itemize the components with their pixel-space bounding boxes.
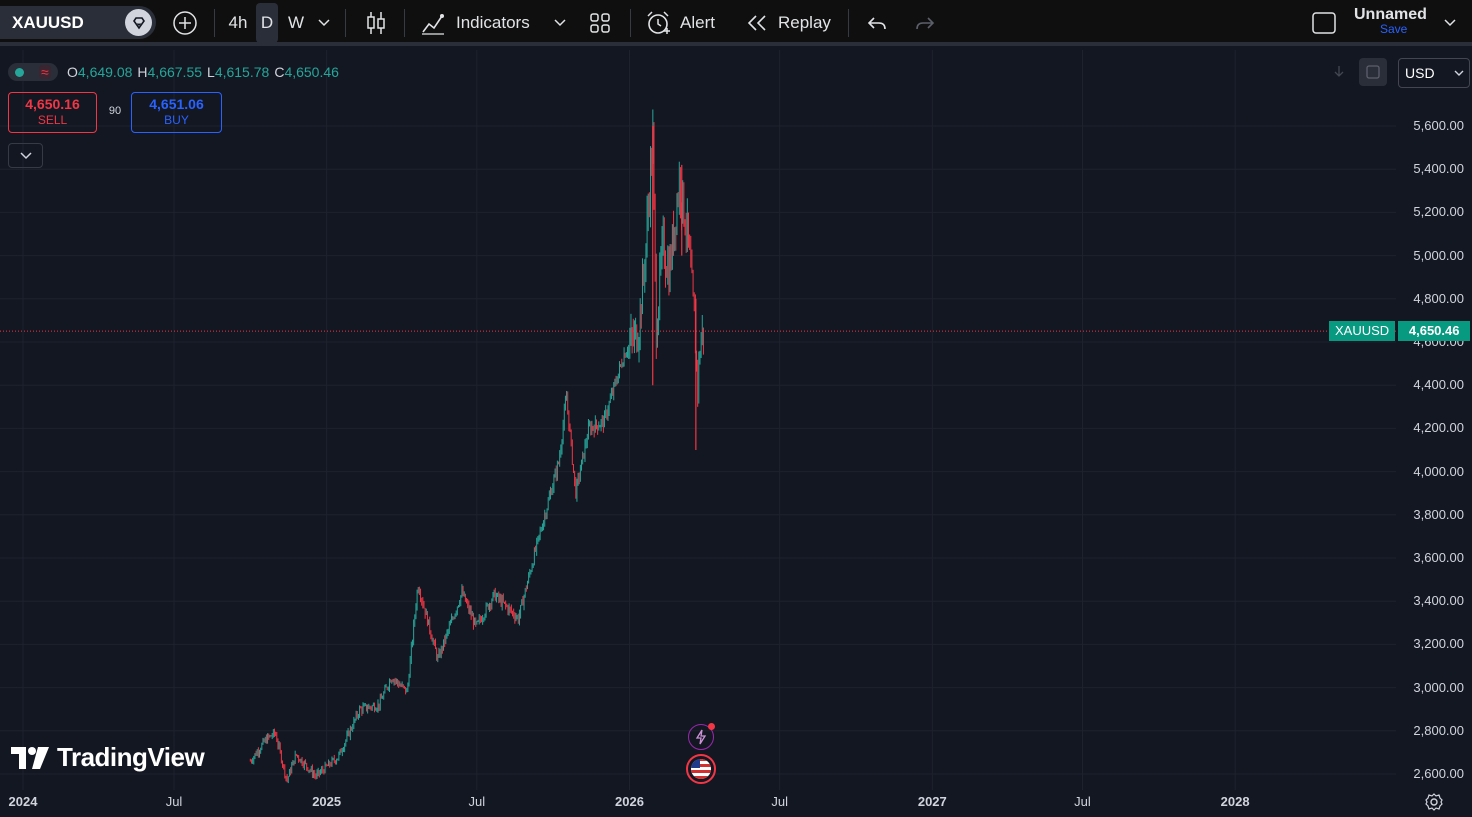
x-tick-label: Jul bbox=[1074, 794, 1091, 809]
y-tick-label: 3,600.00 bbox=[1413, 550, 1464, 565]
y-tick-label: 5,000.00 bbox=[1413, 247, 1464, 263]
separator bbox=[404, 9, 405, 37]
buy-button[interactable]: 4,651.06 BUY bbox=[131, 92, 222, 133]
chart-grid bbox=[0, 50, 1396, 790]
indicators-button[interactable]: Indicators bbox=[420, 0, 538, 46]
chevron-down-icon[interactable] bbox=[1440, 0, 1460, 46]
x-tick-label: 2028 bbox=[1220, 794, 1250, 809]
price-axis[interactable]: 5,600.00 5,400.00 5,200.00 5,000.00 4,800.00… bbox=[1396, 50, 1472, 790]
download-arrow-icon[interactable] bbox=[1326, 58, 1352, 86]
y-tick-label: 5,400.00 bbox=[1413, 161, 1464, 177]
collapse-legend-button[interactable] bbox=[8, 143, 43, 168]
layout-grid-icon[interactable] bbox=[585, 0, 615, 46]
buy-label: BUY bbox=[164, 113, 189, 127]
separator bbox=[630, 9, 631, 37]
x-tick-label: 2025 bbox=[312, 794, 342, 809]
alert-label: Alert bbox=[680, 13, 715, 32]
tradingview-logo-icon bbox=[11, 746, 49, 769]
tradingview-logo[interactable]: TradingView bbox=[11, 742, 205, 773]
diamond-icon[interactable] bbox=[125, 9, 152, 36]
y-tick-label: 4,200.00 bbox=[1413, 420, 1464, 436]
undo-icon[interactable] bbox=[862, 0, 892, 46]
replay-button[interactable]: Replay bbox=[746, 0, 834, 46]
open-value: 4,649.08 bbox=[77, 64, 133, 80]
currency-label: USD bbox=[1405, 65, 1435, 81]
low-label: L bbox=[207, 64, 215, 80]
spread-value: 90 bbox=[108, 105, 122, 117]
open-label: O bbox=[67, 64, 78, 80]
alarm-clock-icon bbox=[647, 11, 670, 34]
notification-dot bbox=[708, 723, 715, 730]
separator bbox=[345, 9, 346, 37]
symbol-search-button[interactable]: XAUUSD bbox=[0, 6, 156, 39]
logo-text: TradingView bbox=[57, 742, 205, 772]
buy-price: 4,651.06 bbox=[149, 96, 204, 112]
chevron-down-icon bbox=[1454, 70, 1464, 76]
chevron-down-icon bbox=[19, 151, 32, 159]
y-tick-label: 4,000.00 bbox=[1413, 463, 1464, 479]
low-value: 4,615.78 bbox=[214, 64, 270, 80]
last-price-tag: XAUUSD 4,650.46 bbox=[1329, 321, 1471, 342]
high-label: H bbox=[137, 64, 148, 80]
symbol-name: XAUUSD bbox=[12, 12, 84, 32]
price-tag-symbol: XAUUSD bbox=[1329, 321, 1396, 342]
candle-series bbox=[249, 109, 704, 784]
sell-button[interactable]: 4,650.16 SELL bbox=[8, 92, 97, 133]
y-tick-label: 5,200.00 bbox=[1413, 204, 1464, 220]
close-label: C bbox=[274, 64, 285, 80]
us-flag-event-icon[interactable] bbox=[686, 754, 716, 784]
price-chart[interactable] bbox=[0, 50, 1396, 790]
layout-name: Unnamed bbox=[1354, 6, 1427, 23]
time-axis[interactable]: 2024 Jul 2025 Jul 2026 Jul 2027 Jul 2028 bbox=[0, 790, 1472, 812]
rewind-icon bbox=[747, 15, 766, 31]
chevron-down-icon[interactable] bbox=[550, 0, 570, 46]
sell-price: 4,650.16 bbox=[25, 96, 80, 112]
timeframe-d[interactable]: D bbox=[256, 3, 278, 43]
x-tick-label: 2026 bbox=[615, 794, 644, 809]
sell-label: SELL bbox=[37, 113, 68, 127]
separator bbox=[848, 9, 849, 37]
x-tick-label: Jul bbox=[771, 794, 788, 809]
candles-icon[interactable] bbox=[360, 0, 392, 46]
indicators-icon bbox=[422, 14, 444, 35]
x-tick-label: 2027 bbox=[917, 794, 947, 809]
maximize-icon[interactable] bbox=[1359, 58, 1387, 86]
y-tick-label: 3,800.00 bbox=[1413, 506, 1464, 522]
legend-toggle[interactable]: ≈ bbox=[8, 63, 58, 81]
y-tick-label: 3,400.00 bbox=[1413, 593, 1464, 609]
layout-checkbox-icon[interactable] bbox=[1310, 0, 1338, 46]
lightning-event-icon[interactable] bbox=[688, 723, 715, 750]
timeframe-w[interactable]: W bbox=[287, 13, 305, 32]
top-toolbar: XAUUSD 4h D W Indicators Alert Replay bbox=[0, 0, 1472, 46]
y-tick-label: 4,800.00 bbox=[1413, 290, 1464, 306]
settings-gear-icon[interactable] bbox=[1424, 792, 1444, 817]
redo-icon[interactable] bbox=[910, 0, 940, 46]
x-tick-label: Jul bbox=[165, 794, 183, 809]
status-dot-icon bbox=[15, 67, 25, 77]
replay-label: Replay bbox=[778, 13, 831, 32]
timeframe-4h[interactable]: 4h bbox=[228, 13, 248, 32]
y-tick-label: 3,200.00 bbox=[1413, 636, 1464, 652]
y-tick-label: 3,000.00 bbox=[1413, 679, 1464, 695]
y-tick-label: 2,600.00 bbox=[1413, 766, 1464, 781]
high-value: 4,667.55 bbox=[147, 64, 203, 80]
x-tick-label: 2024 bbox=[8, 794, 38, 809]
add-symbol-icon[interactable] bbox=[168, 0, 202, 46]
wave-icon: ≈ bbox=[38, 64, 51, 80]
currency-select[interactable]: USD bbox=[1398, 58, 1470, 88]
separator bbox=[214, 9, 215, 37]
layout-name-button[interactable]: Unnamed Save bbox=[1354, 6, 1434, 36]
save-label[interactable]: Save bbox=[1380, 22, 1408, 36]
price-tag-value: 4,650.46 bbox=[1398, 321, 1471, 342]
ohlc-legend: ≈ O 4,649.08 H 4,667.55 L 4,615.78 C 4,650.4… bbox=[8, 62, 343, 82]
y-tick-label: 2,800.00 bbox=[1413, 722, 1464, 738]
x-tick-label: Jul bbox=[468, 794, 486, 809]
close-value: 4,650.46 bbox=[284, 64, 339, 80]
chevron-down-icon[interactable] bbox=[314, 0, 334, 46]
alert-button[interactable]: Alert bbox=[644, 0, 724, 46]
indicators-label: Indicators bbox=[456, 13, 530, 32]
y-tick-label: 4,400.00 bbox=[1413, 377, 1464, 393]
y-tick-label: 5,600.00 bbox=[1413, 118, 1464, 133]
